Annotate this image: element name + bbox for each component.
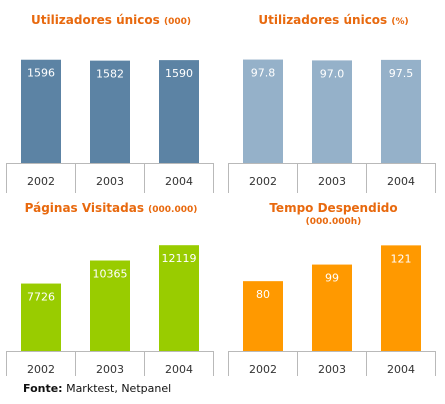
bar-value-label: 7726: [27, 291, 55, 304]
bar-value-label: 1590: [165, 67, 193, 80]
x-tick-label: 2004: [387, 175, 415, 188]
x-tick-label: 2002: [249, 175, 277, 188]
bar-2004: [381, 245, 421, 351]
bar-value-label: 1582: [96, 68, 124, 81]
bar-value-label: 99: [325, 272, 339, 285]
x-tick-label: 2002: [27, 175, 55, 188]
bar-2002: [21, 283, 61, 351]
bar-2003: [312, 264, 352, 351]
chart-title: Páginas Visitadas (000.000): [25, 201, 198, 215]
x-tick-label: 2002: [27, 363, 55, 376]
chart-title-text: Tempo Despendido: [269, 201, 397, 215]
x-tick-label: 2002: [249, 363, 277, 376]
chart-title-text: Utilizadores únicos: [31, 13, 164, 27]
bar-value-label: 12119: [162, 252, 197, 265]
bar-value-label: 121: [391, 252, 412, 265]
bar-value-label: 1596: [27, 67, 55, 80]
source-label: Fonte:: [23, 382, 63, 395]
x-tick-label: 2003: [318, 175, 346, 188]
chart-title-unit: (000): [164, 17, 191, 27]
x-tick-label: 2004: [165, 175, 193, 188]
source-note: Fonte: Marktest, Netpanel: [23, 382, 171, 395]
bar-2004: [159, 245, 199, 351]
chart-title-text: Utilizadores únicos: [258, 13, 391, 27]
chart-title-text: Páginas Visitadas: [25, 201, 149, 215]
bar-2002: [243, 281, 283, 351]
x-tick-label: 2003: [318, 363, 346, 376]
x-tick-label: 2003: [96, 175, 124, 188]
bar-2004: [381, 59, 421, 163]
chart-title-unit: (%): [391, 17, 408, 27]
bar-value-label: 97.0: [320, 67, 345, 80]
x-tick-label: 2004: [165, 363, 193, 376]
bar-value-label: 80: [256, 288, 270, 301]
chart-title: Utilizadores únicos (%): [258, 13, 408, 27]
chart-title-unit: (000.000h): [306, 217, 362, 227]
bar-value-label: 97.8: [251, 67, 276, 80]
bar-2002: [243, 59, 283, 163]
chart-time-spent: Tempo Despendido (000.000h) 80 2002 99 2003 12…: [228, 201, 436, 376]
bar-2004: [159, 60, 199, 163]
chart-unique-users-thousands: Utilizadores únicos (000) 1596 2002 1582 200…: [6, 13, 214, 193]
x-tick-label: 2003: [96, 363, 124, 376]
bar-2003: [90, 260, 130, 351]
bar-value-label: 97.5: [389, 67, 414, 80]
bar-value-label: 10365: [93, 268, 128, 281]
source-text: Marktest, Netpanel: [66, 382, 172, 395]
bar-2002: [21, 59, 61, 163]
x-tick-label: 2004: [387, 363, 415, 376]
bar-2003: [90, 60, 130, 163]
chart-unique-users-percent: Utilizadores únicos (%) 97.8 2002 97.0 2003 9…: [228, 13, 436, 193]
chart-title: Utilizadores únicos (000): [31, 13, 191, 27]
bar-2003: [312, 60, 352, 163]
chart-title-unit: (000.000): [148, 205, 197, 215]
chart-pages-visited: Páginas Visitadas (000.000) 7726 2002 10365…: [6, 201, 214, 376]
